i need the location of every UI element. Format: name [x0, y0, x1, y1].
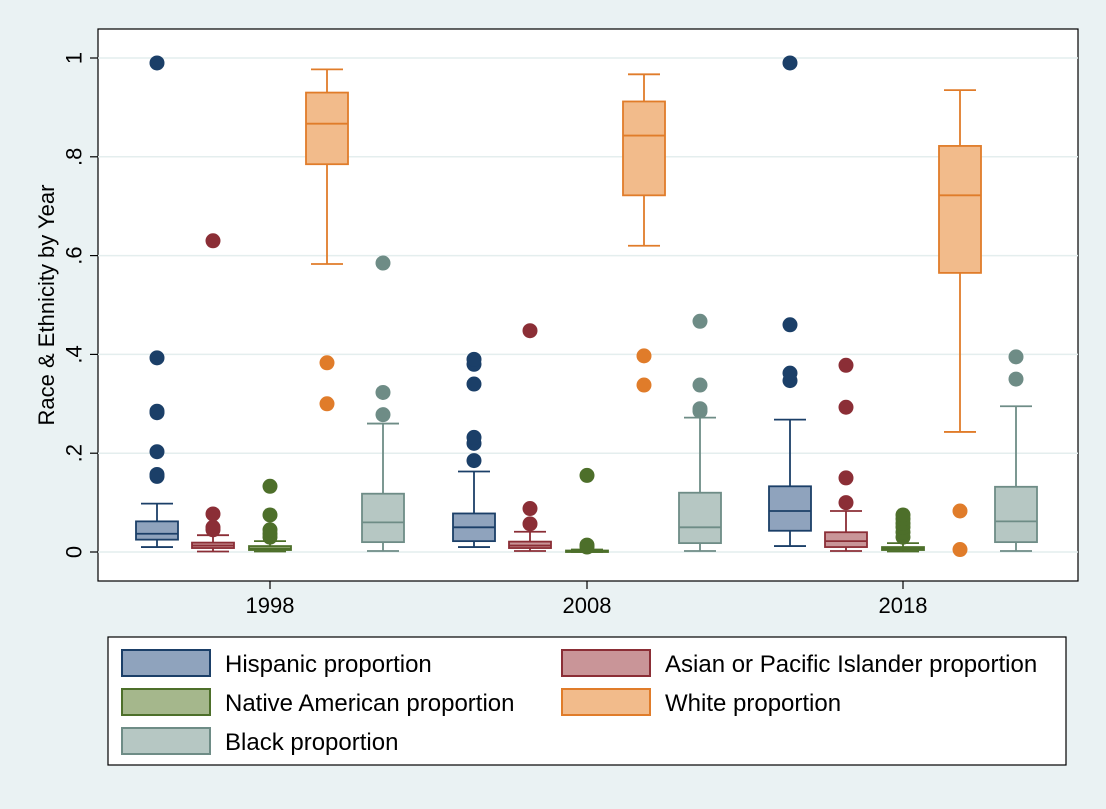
outlier-point — [319, 355, 335, 371]
box-group — [881, 507, 925, 553]
legend-label: White proportion — [665, 690, 841, 717]
outlier-point — [262, 522, 278, 538]
outlier-point — [149, 444, 165, 460]
box-group — [622, 73, 666, 393]
box — [824, 531, 868, 548]
box — [678, 491, 722, 545]
outlier-point — [636, 377, 652, 393]
outlier-point — [1008, 349, 1024, 365]
box — [135, 520, 179, 541]
outlier-point — [522, 516, 538, 532]
outlier-point — [262, 507, 278, 523]
outlier-point — [838, 470, 854, 486]
legend: Hispanic proportion Asian or Pacific Isla… — [107, 636, 1067, 766]
box-group — [508, 323, 552, 552]
outlier-point — [149, 350, 165, 366]
outlier-point — [466, 351, 482, 367]
outlier-point — [375, 407, 391, 423]
outlier-point — [692, 401, 708, 417]
box — [622, 100, 666, 197]
legend-swatch — [561, 649, 651, 677]
y-tick-label: .8 — [62, 148, 87, 166]
outlier-point — [205, 506, 221, 522]
box-group — [994, 349, 1038, 552]
outlier-point — [205, 519, 221, 535]
boxes — [135, 55, 1038, 558]
outlier-point — [579, 537, 595, 553]
outlier-point — [205, 233, 221, 249]
box — [361, 492, 405, 544]
box — [768, 485, 812, 532]
box — [938, 145, 982, 274]
outlier-point — [149, 55, 165, 71]
legend-swatch — [561, 688, 651, 716]
outlier-point — [149, 403, 165, 419]
outlier-point — [838, 495, 854, 511]
x-tick-label: 2008 — [563, 593, 612, 618]
legend-swatch — [121, 649, 211, 677]
outlier-point — [952, 542, 968, 558]
plot-area — [97, 28, 1079, 582]
outlier-point — [466, 429, 482, 445]
box-group — [248, 478, 292, 553]
legend-label: Hispanic proportion — [225, 651, 432, 678]
box-group — [191, 233, 235, 553]
box-group — [452, 351, 496, 548]
outlier-point — [262, 478, 278, 494]
x-tick-label: 2018 — [879, 593, 928, 618]
outlier-point — [838, 399, 854, 415]
y-tick-label: .2 — [62, 444, 87, 462]
outlier-point — [895, 507, 911, 523]
box-group — [305, 68, 349, 412]
outlier-point — [782, 365, 798, 381]
outlier-point — [375, 255, 391, 271]
box-group — [361, 255, 405, 552]
outlier-point — [375, 384, 391, 400]
y-tick-label: 1 — [62, 52, 87, 64]
box-group — [135, 55, 179, 548]
y-tick-label: 0 — [62, 546, 87, 558]
outlier-point — [692, 377, 708, 393]
legend-label: Black proportion — [225, 729, 398, 756]
outlier-point — [782, 55, 798, 71]
y-tick-label: .4 — [62, 345, 87, 363]
legend-label: Asian or Pacific Islander proportion — [665, 651, 1037, 678]
outlier-point — [782, 317, 798, 333]
y-axis: 0 .2 .4 .6 .8 1 — [62, 52, 98, 558]
box — [994, 485, 1038, 544]
outlier-point — [466, 376, 482, 392]
box-group — [678, 313, 722, 552]
box-group — [938, 89, 982, 558]
outlier-point — [692, 313, 708, 329]
legend-swatch — [121, 727, 211, 755]
y-tick-label: .6 — [62, 246, 87, 264]
box-group — [565, 467, 609, 555]
y-axis-label: Race & Ethnicity by Year — [34, 185, 59, 426]
outlier-point — [1008, 371, 1024, 387]
outlier-point — [838, 357, 854, 373]
outlier-point — [466, 453, 482, 469]
legend-label: Native American proportion — [225, 690, 514, 717]
outlier-point — [636, 348, 652, 364]
outlier-point — [952, 503, 968, 519]
outlier-point — [522, 323, 538, 339]
outlier-point — [522, 501, 538, 517]
box — [305, 91, 349, 166]
outlier-point — [319, 396, 335, 412]
legend-swatch — [121, 688, 211, 716]
box-group — [768, 55, 812, 547]
outlier-point — [579, 467, 595, 483]
x-tick-label: 1998 — [246, 593, 295, 618]
box-group — [824, 357, 868, 552]
outlier-point — [149, 466, 165, 482]
x-axis: 1998 2008 2018 — [246, 581, 928, 618]
